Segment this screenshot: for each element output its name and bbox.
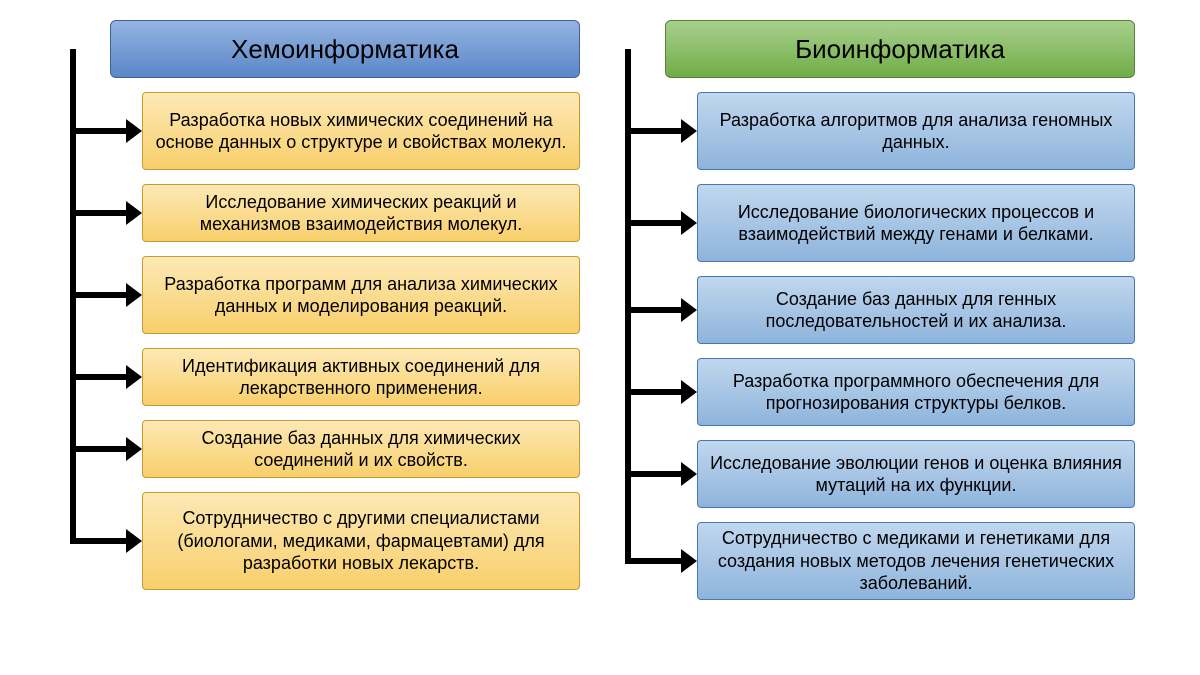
header-chemoinformatics-label: Хемоинформатика (231, 34, 459, 65)
list-item-text: Разработка новых химических соединений н… (153, 109, 569, 154)
list-item-text: Исследование биологических процессов и в… (708, 201, 1124, 246)
arrow-icon (625, 547, 697, 575)
rows-left: Разработка новых химических соединений н… (70, 92, 580, 590)
list-item-text: Разработка программ для анализа химическ… (153, 273, 569, 318)
header-chemoinformatics: Хемоинформатика (110, 20, 580, 78)
list-item: Исследование химических реакций и механи… (142, 184, 580, 242)
list-row: Исследование эволюции генов и оценка вли… (625, 440, 1135, 508)
list-item: Исследование биологических процессов и в… (697, 184, 1135, 262)
diagram-canvas: Хемоинформатика Разработка новых химичес… (0, 0, 1200, 675)
list-item: Разработка новых химических соединений н… (142, 92, 580, 170)
arrow-icon (70, 199, 142, 227)
arrow-icon (625, 117, 697, 145)
list-row: Сотрудничество с медиками и генетиками д… (625, 522, 1135, 600)
arrow-icon (625, 209, 697, 237)
list-item: Разработка программ для анализа химическ… (142, 256, 580, 334)
list-row: Исследование биологических процессов и в… (625, 184, 1135, 262)
list-item: Создание баз данных для химических соеди… (142, 420, 580, 478)
list-row: Разработка программ для анализа химическ… (70, 256, 580, 334)
list-item-text: Идентификация активных соединений для ле… (153, 355, 569, 400)
list-item: Создание баз данных для генных последова… (697, 276, 1135, 344)
list-item-text: Создание баз данных для химических соеди… (153, 427, 569, 472)
header-bioinformatics-label: Биоинформатика (795, 34, 1005, 65)
list-item-text: Исследование химических реакций и механи… (153, 191, 569, 236)
column-chemoinformatics: Хемоинформатика Разработка новых химичес… (70, 20, 580, 590)
arrow-icon (70, 435, 142, 463)
arrow-icon (625, 378, 697, 406)
list-item: Разработка алгоритмов для анализа геномн… (697, 92, 1135, 170)
header-bioinformatics: Биоинформатика (665, 20, 1135, 78)
list-row: Исследование химических реакций и механи… (70, 184, 580, 242)
arrow-icon (625, 296, 697, 324)
list-item: Идентификация активных соединений для ле… (142, 348, 580, 406)
list-item: Сотрудничество с другими специалистами (… (142, 492, 580, 590)
list-item-text: Сотрудничество с другими специалистами (… (153, 507, 569, 575)
list-item-text: Сотрудничество с медиками и генетиками д… (708, 527, 1124, 595)
list-row: Разработка алгоритмов для анализа геномн… (625, 92, 1135, 170)
arrow-icon (70, 117, 142, 145)
list-item-text: Исследование эволюции генов и оценка вли… (708, 452, 1124, 497)
list-row: Сотрудничество с другими специалистами (… (70, 492, 580, 590)
list-row: Разработка программного обеспечения для … (625, 358, 1135, 426)
arrow-icon (70, 363, 142, 391)
arrow-icon (70, 281, 142, 309)
list-row: Создание баз данных для химических соеди… (70, 420, 580, 478)
list-item-text: Создание баз данных для генных последова… (708, 288, 1124, 333)
column-bioinformatics: Биоинформатика Разработка алгоритмов для… (625, 20, 1135, 600)
arrow-icon (625, 460, 697, 488)
list-row: Разработка новых химических соединений н… (70, 92, 580, 170)
list-row: Создание баз данных для генных последова… (625, 276, 1135, 344)
list-item: Разработка программного обеспечения для … (697, 358, 1135, 426)
arrow-icon (70, 527, 142, 555)
list-item: Исследование эволюции генов и оценка вли… (697, 440, 1135, 508)
list-item-text: Разработка алгоритмов для анализа геномн… (708, 109, 1124, 154)
list-item: Сотрудничество с медиками и генетиками д… (697, 522, 1135, 600)
rows-right: Разработка алгоритмов для анализа геномн… (625, 92, 1135, 600)
list-item-text: Разработка программного обеспечения для … (708, 370, 1124, 415)
list-row: Идентификация активных соединений для ле… (70, 348, 580, 406)
